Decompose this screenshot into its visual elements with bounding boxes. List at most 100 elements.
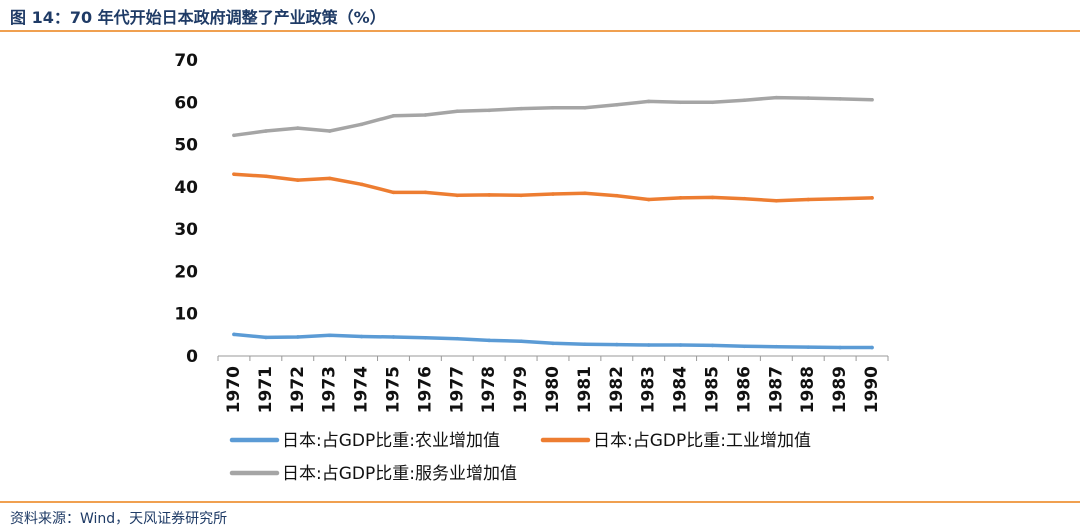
data-point — [583, 191, 587, 195]
data-point — [519, 339, 523, 344]
data-point — [838, 196, 842, 201]
data-point — [551, 341, 555, 346]
x-tick-label: 1984 — [671, 366, 691, 413]
x-tick-label: 1972 — [288, 366, 308, 413]
data-point — [806, 96, 811, 100]
x-tick-label: 1977 — [447, 366, 467, 413]
data-point — [838, 97, 842, 101]
x-tick-label: 1976 — [415, 366, 435, 413]
data-point — [615, 193, 619, 198]
data-point — [551, 105, 555, 110]
x-tick-label: 1973 — [320, 366, 340, 413]
data-point — [295, 126, 300, 130]
legend-label: 日本:占GDP比重:农业增加值 — [282, 431, 500, 451]
y-tick-label: 40 — [174, 178, 198, 198]
data-point — [838, 345, 842, 350]
y-tick-label: 10 — [174, 305, 198, 325]
figure-title: 图 14：70 年代开始日本政府调整了产业政策（%） — [10, 8, 386, 27]
y-tick-label: 30 — [174, 220, 198, 240]
data-point — [870, 196, 874, 200]
data-point — [232, 172, 236, 176]
bottom-divider — [0, 501, 1080, 503]
data-point — [678, 343, 683, 347]
data-point — [487, 338, 491, 343]
data-point — [423, 113, 428, 117]
data-point — [455, 336, 460, 341]
data-point — [423, 190, 428, 195]
y-tick-label: 60 — [174, 93, 198, 113]
data-point — [742, 196, 747, 201]
source-note: 资料来源：Wind，天风证券研究所 — [10, 511, 228, 527]
data-point — [806, 197, 811, 202]
legend-label: 日本:占GDP比重:服务业增加值 — [282, 464, 517, 484]
data-point — [359, 182, 364, 187]
data-point — [583, 105, 587, 110]
plot-area: 0 10 20 30 40 50 60 70 1970 1971 1972 1973 1974 1975 1… — [174, 51, 889, 413]
legend-entry: 日本:占GDP比重:工业增加值 — [540, 431, 811, 451]
data-point — [359, 334, 364, 339]
data-point — [870, 345, 874, 350]
data-point — [806, 345, 811, 349]
data-point — [264, 335, 268, 340]
x-tick-label: 1981 — [575, 366, 595, 413]
x-tick-label: 1980 — [543, 366, 563, 413]
data-point — [327, 333, 332, 338]
x-tick-label: 1986 — [734, 366, 754, 413]
data-point — [742, 98, 747, 102]
data-point — [391, 190, 396, 195]
data-point — [327, 176, 332, 181]
data-point — [678, 196, 683, 200]
x-tick-label: 1990 — [862, 366, 882, 413]
x-tick-label: 1978 — [479, 366, 499, 413]
data-point — [870, 97, 874, 102]
data-point — [646, 99, 651, 104]
x-tick-label: 1974 — [352, 366, 372, 413]
data-point — [710, 100, 715, 105]
data-point — [391, 335, 396, 339]
data-point — [455, 109, 460, 113]
data-point — [232, 332, 236, 337]
data-point — [615, 103, 619, 107]
x-tick-label: 1983 — [639, 366, 659, 413]
x-tick-label: 1975 — [383, 366, 403, 413]
data-point — [487, 193, 491, 197]
data-point — [264, 129, 268, 133]
data-point — [232, 133, 236, 138]
data-point — [359, 122, 364, 127]
data-point — [551, 192, 555, 196]
data-point — [742, 344, 747, 349]
y-tick-label: 50 — [174, 136, 198, 156]
data-point — [487, 108, 491, 113]
data-point — [774, 95, 779, 100]
data-point — [519, 193, 523, 198]
data-point — [295, 335, 300, 339]
x-tick-label: 1971 — [256, 366, 276, 413]
data-point — [327, 129, 332, 133]
legend-label: 日本:占GDP比重:工业增加值 — [593, 431, 811, 451]
x-tick-label: 1979 — [511, 366, 531, 413]
top-divider — [0, 30, 1080, 32]
data-point — [774, 199, 779, 203]
data-point — [615, 342, 619, 347]
legend: 日本:占GDP比重:农业增加值 日本:占GDP比重:工业增加值日本:占GDP比重:… — [229, 431, 811, 484]
data-point — [646, 197, 651, 202]
y-tick-label: 70 — [174, 51, 198, 71]
x-tick-label: 1970 — [224, 366, 244, 413]
data-point — [519, 106, 523, 111]
data-point — [646, 343, 651, 347]
x-tick-label: 1985 — [703, 366, 723, 413]
data-point — [264, 174, 268, 179]
y-tick-label: 0 — [186, 347, 198, 367]
data-point — [423, 336, 428, 340]
x-tick-label: 1987 — [766, 366, 786, 413]
legend-entry: 日本:占GDP比重:服务业增加值 — [229, 464, 517, 484]
data-point — [678, 100, 683, 105]
data-point — [455, 193, 460, 198]
data-point — [710, 343, 715, 348]
x-tick-label: 1982 — [607, 366, 627, 413]
data-point — [583, 342, 587, 346]
legend-entry: 日本:占GDP比重:农业增加值 — [229, 431, 500, 451]
y-tick-label: 20 — [174, 262, 198, 282]
line-chart: 0 10 20 30 40 50 60 70 1970 1971 1972 1973 1974 1975 1… — [174, 51, 889, 484]
data-point — [710, 195, 715, 200]
